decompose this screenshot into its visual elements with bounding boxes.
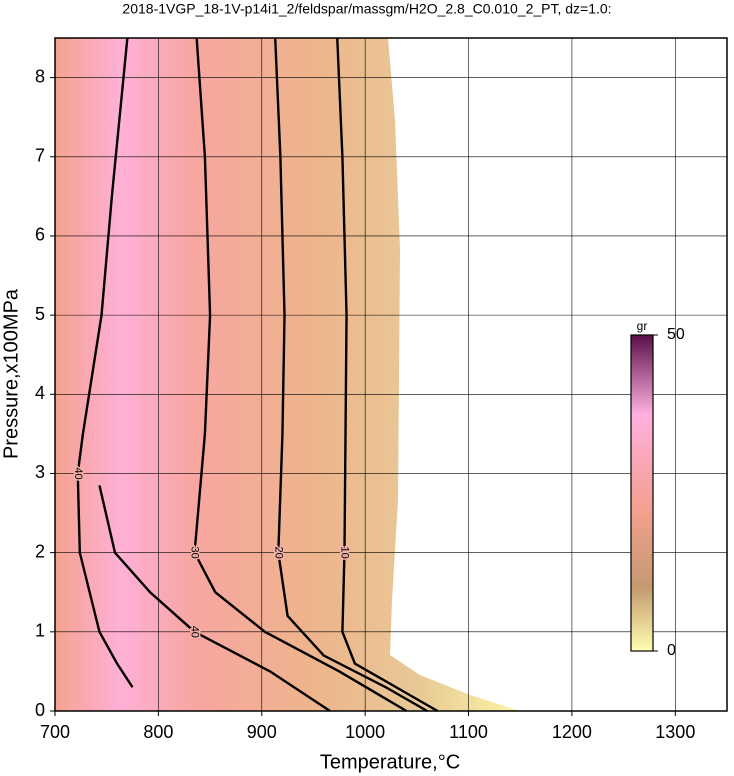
x-tick-label: 700 bbox=[40, 722, 70, 742]
contour-line bbox=[76, 37, 134, 688]
y-tick-label: 1 bbox=[35, 621, 45, 641]
x-tick-label: 1000 bbox=[345, 722, 385, 742]
filled-region bbox=[55, 38, 520, 711]
y-tick-label: 5 bbox=[35, 304, 45, 324]
contour-label: 40 bbox=[72, 467, 84, 479]
y-tick-label: 6 bbox=[35, 225, 45, 245]
contour-label: 10 bbox=[339, 547, 351, 559]
x-tick-label: 1300 bbox=[655, 722, 695, 742]
contour-line bbox=[193, 37, 408, 713]
colorbar-tick-label: 50 bbox=[667, 326, 685, 343]
x-tick-label: 900 bbox=[247, 722, 277, 742]
x-axis-label: Temperature,°C bbox=[320, 751, 460, 773]
colorbar bbox=[630, 334, 654, 652]
contour-label: 20 bbox=[272, 547, 284, 559]
y-axis-label: Pressure,x100MPa bbox=[0, 288, 22, 459]
chart-title: 2018-1VGP_18-1V-p14i1_2/feldspar/massgm/… bbox=[122, 1, 611, 17]
x-tick-label: 1200 bbox=[552, 722, 592, 742]
x-tick-label: 1100 bbox=[449, 722, 488, 742]
y-tick-label: 2 bbox=[35, 541, 45, 561]
contour-label: 40 bbox=[189, 626, 201, 638]
colorbar-label: gr bbox=[637, 319, 648, 333]
y-tick-label: 3 bbox=[35, 462, 45, 482]
y-tick-label: 4 bbox=[35, 383, 45, 403]
x-tick-label: 800 bbox=[143, 722, 173, 742]
contour-line bbox=[274, 37, 428, 713]
plot-frame bbox=[54, 37, 728, 712]
contour-line bbox=[98, 485, 331, 713]
contour-line bbox=[336, 37, 439, 713]
y-tick-label: 0 bbox=[35, 700, 45, 720]
contour-label: 30 bbox=[189, 547, 201, 559]
colorbar-tick-label: 0 bbox=[667, 642, 676, 659]
y-tick-label: 8 bbox=[35, 66, 45, 86]
y-tick-label: 7 bbox=[35, 146, 45, 166]
